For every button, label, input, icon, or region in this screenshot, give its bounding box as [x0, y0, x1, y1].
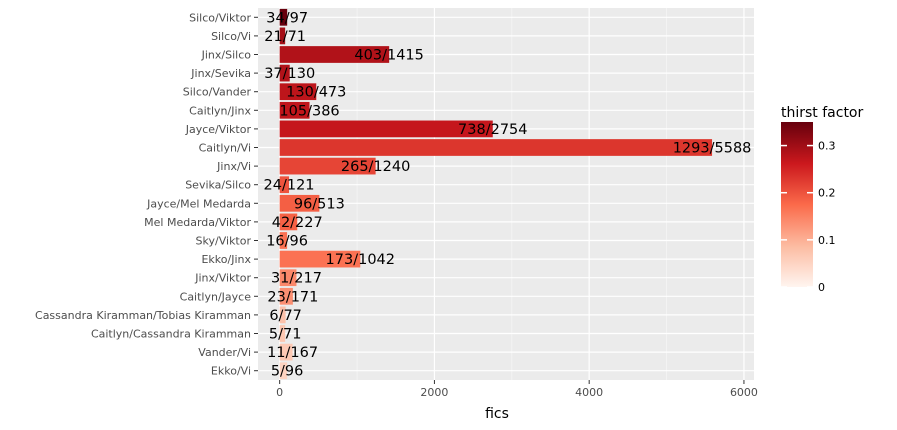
bar [279, 325, 286, 342]
bar-value-label: 31/217 [271, 271, 322, 287]
bar [279, 101, 310, 119]
bar-value-label: 37/130 [264, 66, 315, 82]
minor-gridlines [356, 8, 667, 380]
y-tick-label: Mel Medarda/Viktor [144, 216, 251, 229]
bar-value-label: 130/473 [286, 85, 346, 101]
y-tick-label: Vander/Vi [198, 346, 251, 359]
x-axis: 0 2000 4000 6000 [276, 380, 758, 399]
bar [279, 287, 293, 305]
bar-value-label: 5/96 [271, 364, 304, 380]
y-tick-label: Cassandra Kiramman/Tobias Kiramman [35, 309, 251, 322]
bar-value-label: 42/227 [272, 215, 323, 231]
bar [279, 8, 288, 26]
y-tick-label: Ekko/Vi [211, 365, 251, 378]
x-tick-label: 0 [276, 386, 283, 399]
y-tick-label: Jayce/Viktor [185, 123, 252, 136]
legend-tick-label: 0.1 [818, 234, 836, 247]
bars [279, 8, 713, 380]
y-tick-label: Silco/Vi [211, 30, 251, 43]
bar [279, 176, 290, 194]
y-tick-label: Jinx/Viktor [194, 272, 251, 285]
bar [279, 83, 317, 101]
bar [279, 27, 286, 45]
y-tick-label: Jinx/Vi [216, 160, 251, 173]
bar [279, 343, 293, 361]
bar [279, 362, 288, 380]
legend-tick-label: 0.2 [818, 187, 836, 200]
y-tick-label: Sky/Viktor [196, 235, 252, 248]
bar-value-label: 11/167 [267, 345, 318, 361]
bar-value-label: 96/513 [294, 196, 345, 212]
y-tick-label: Caitlyn/Vi [199, 142, 251, 155]
bar [279, 64, 290, 82]
bar [279, 120, 493, 138]
bar-value-label: 24/121 [264, 178, 315, 194]
bar [279, 213, 298, 231]
y-tick-label: Caitlyn/Jayce [180, 290, 252, 303]
legend-tick-label: 0 [818, 281, 825, 294]
bar-value-label: 16/96 [266, 234, 308, 250]
bar-value-label: 403/1415 [354, 48, 423, 64]
bar [279, 139, 713, 156]
bar [279, 46, 390, 63]
legend-colorbar [781, 122, 813, 287]
y-tick-label: Jinx/Sevika [190, 67, 251, 80]
bar-value-label: 265/1240 [341, 159, 410, 175]
y-tick-label: Ekko/Jinx [201, 253, 251, 266]
x-tick-label: 2000 [420, 386, 448, 399]
y-tick-label: Sevika/Silco [185, 179, 251, 192]
y-tick-label: Silco/Vander [183, 86, 252, 99]
major-gridlines [258, 8, 754, 380]
bar [279, 250, 361, 268]
bar [279, 232, 288, 249]
bar [279, 306, 286, 324]
legend-tick-label: 0.3 [818, 140, 836, 153]
bar [279, 194, 320, 212]
bar-value-label: 5/71 [269, 327, 302, 343]
bar [279, 269, 297, 287]
x-tick-label: 4000 [575, 386, 603, 399]
y-tick-label: Silco/Viktor [189, 11, 251, 24]
bar-value-label: 6/77 [269, 308, 302, 324]
legend-ticks: 0 0.1 0.2 0.3 [781, 140, 836, 294]
y-tick-label: Jinx/Silco [201, 49, 252, 62]
legend-title: thirst factor [781, 105, 864, 121]
bar-value-label: 173/1042 [326, 252, 395, 268]
bar-value-label: 21/71 [264, 29, 306, 45]
bar [279, 157, 376, 175]
bar-value-label: 1293/5588 [673, 141, 752, 157]
y-tick-label: Caitlyn/Jinx [189, 104, 251, 117]
y-axis: Silco/Viktor Silco/Vi Jinx/Silco Jinx/Sevik… [35, 11, 258, 378]
x-axis-title: fics [485, 406, 509, 422]
plot-panel [258, 8, 754, 380]
bar-value-label: 34/97 [266, 10, 308, 26]
y-tick-label: Jayce/Mel Medarda [146, 197, 251, 210]
y-tick-label: Caitlyn/Cassandra Kiramman [91, 328, 251, 341]
bar-value-label: 23/171 [267, 289, 318, 305]
legend: thirst factor 0 0.1 0.2 0.3 [781, 105, 864, 294]
x-tick-label: 6000 [730, 386, 758, 399]
bar-value-label: 738/2754 [458, 122, 527, 138]
bar-labels: 34/97 21/71 403/1415 37/130 130/473 105/386 73… [264, 10, 752, 379]
bar-value-label: 105/386 [279, 103, 339, 119]
